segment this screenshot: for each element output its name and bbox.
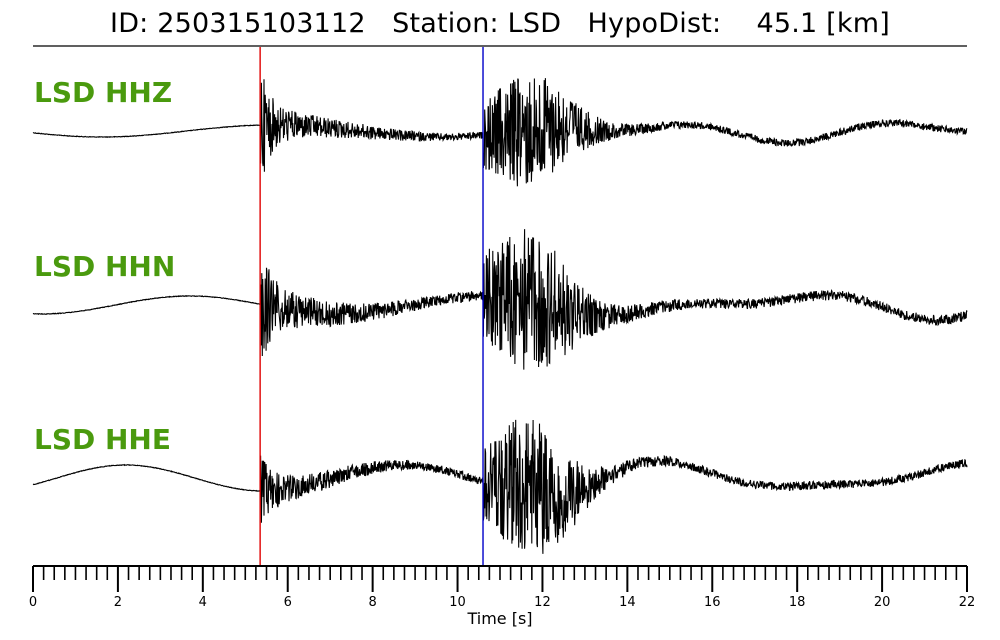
chart-title: ID: 250315103112 Station: LSD HypoDist: … (110, 8, 890, 39)
x-tick-label: 12 (534, 595, 551, 610)
x-tick-label: 20 (874, 595, 891, 610)
x-tick-label: 22 (959, 595, 976, 610)
time-axis: 0 2 4 6 8 10 12 14 16 18 20 22 (29, 565, 976, 610)
x-tick-label: 14 (619, 595, 636, 610)
x-tick-label: 10 (449, 595, 466, 610)
x-tick-label: 16 (704, 595, 721, 610)
x-tick-label: 6 (284, 595, 292, 610)
trace-labels-group: LSD HHZ LSD HHN LSD HHE (34, 76, 175, 456)
x-tick-label: 0 (29, 595, 37, 610)
trace-lsd-hhz (32, 78, 968, 187)
x-tick-label: 4 (199, 595, 207, 610)
x-tick-label: 8 (368, 595, 376, 610)
x-tick-label: 2 (114, 595, 122, 610)
trace-label-lsd-hhn: LSD HHN (34, 250, 175, 283)
trace-label-lsd-hhe: LSD HHE (34, 423, 171, 456)
traces-group (32, 78, 968, 554)
trace-label-lsd-hhz: LSD HHZ (34, 76, 172, 109)
trace-lsd-hhn (32, 229, 968, 370)
x-axis-label: Time [s] (466, 609, 532, 628)
x-tick-label: 18 (789, 595, 806, 610)
pick-markers-group (259, 47, 484, 566)
trace-lsd-hhe (32, 419, 968, 554)
